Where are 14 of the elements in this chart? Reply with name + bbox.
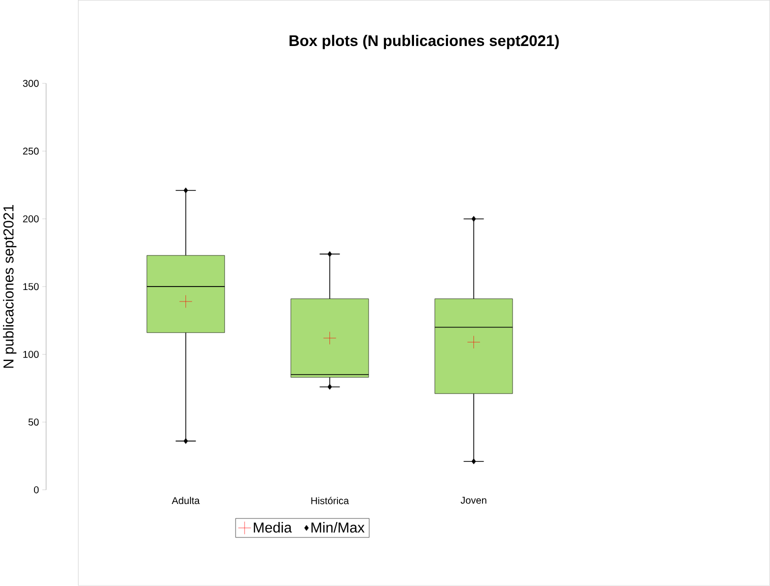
y-tick-label: 150 — [23, 283, 39, 290]
chart-title: Box plots (N publicaciones sept2021) — [290, 34, 559, 50]
x-tick-label: Adulta — [172, 496, 200, 504]
y-tick-label: 200 — [23, 215, 39, 222]
y-tick-label: 100 — [23, 350, 39, 358]
x-tick-label: Joven — [460, 496, 486, 504]
x-tick-label: Histórica — [311, 496, 349, 504]
y-tick-label: 300 — [22, 80, 39, 87]
y-axis-title: N publicaciones sept2021 — [3, 205, 16, 368]
y-tick-label: 50 — [28, 418, 39, 426]
y-tick-label: 250 — [23, 148, 39, 155]
legend-label: Media — [254, 522, 292, 533]
legend-label: Min/Max — [311, 522, 365, 533]
y-tick-label: 0 — [34, 486, 39, 494]
